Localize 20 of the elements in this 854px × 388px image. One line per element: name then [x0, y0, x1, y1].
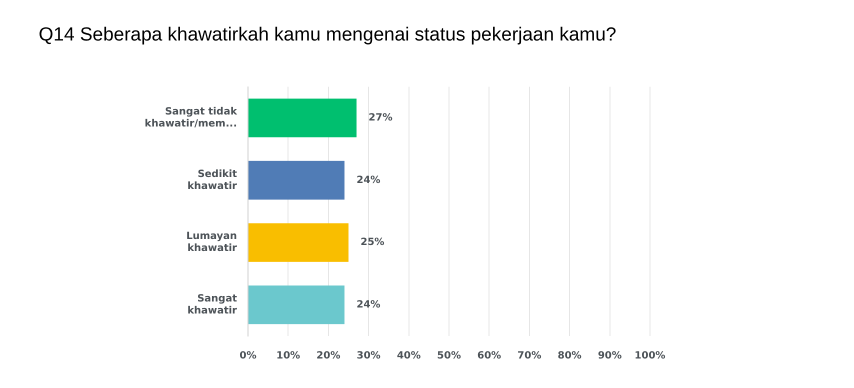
- chart-title: Q14 Seberapa khawatirkah kamu mengenai status pekerjaan kamu?: [38, 24, 616, 46]
- x-tick-label: 70%: [517, 350, 542, 362]
- x-tick-label: 50%: [437, 350, 461, 362]
- y-tick-label: Lumayan khawatir: [186, 231, 238, 254]
- x-tick-label: 10%: [276, 350, 300, 362]
- data-label: 24%: [356, 174, 380, 186]
- x-tick-label: 40%: [396, 350, 421, 362]
- x-tick-label: 90%: [598, 350, 622, 362]
- x-tick-label: 100%: [634, 350, 666, 362]
- data-label: 24%: [356, 299, 380, 310]
- x-tick-label: 80%: [558, 350, 582, 362]
- y-tick-label: Sedikit khawatir: [187, 168, 238, 192]
- x-tick-label: 0%: [240, 350, 256, 362]
- x-tick-label: 30%: [356, 350, 381, 362]
- x-tick-label: 60%: [477, 350, 502, 362]
- data-label: 27%: [368, 112, 392, 124]
- y-tick-label: Sangat khawatir: [187, 293, 238, 316]
- data-label: 25%: [360, 237, 384, 248]
- y-tick-label: Sangat tidak khawatir/mem...: [144, 106, 238, 130]
- x-tick-label: 20%: [316, 350, 340, 362]
